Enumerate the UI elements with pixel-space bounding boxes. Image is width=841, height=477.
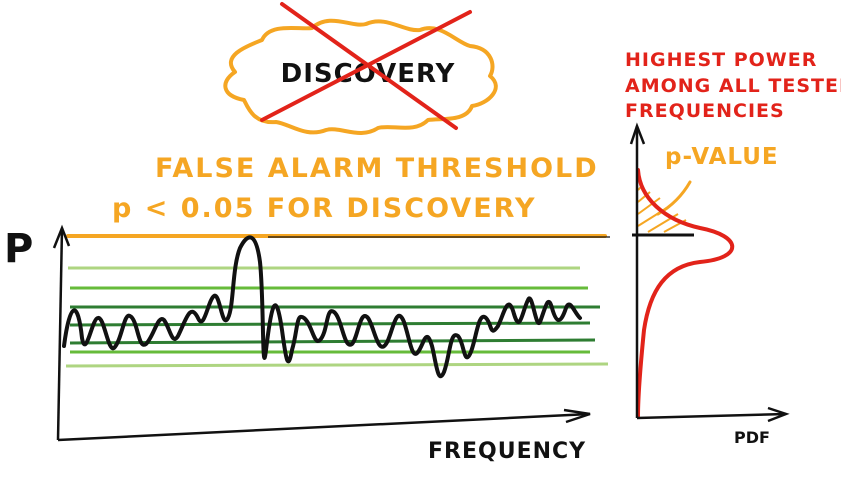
pdf-title-line-3: FREQUENCIES [625,100,785,122]
tail-hatch [637,191,651,203]
noise-band [69,338,596,345]
discovery-badge: DISCOVERY [223,2,498,135]
pdf-title-line-2: AMONG ALL TESTED [625,75,841,97]
pdf-x-axis-label: PDF [734,428,770,447]
x-axis [57,412,591,442]
pdf-x-axis [636,412,787,420]
false-alarm-threshold-title: FALSE ALARM THRESHOLD [155,153,599,184]
pdf-panel: HIGHEST POWER AMONG ALL TESTED FREQUENCI… [625,49,841,447]
cross-stroke-2 [260,10,472,122]
periodogram-axes: P FREQUENCY [4,224,591,464]
pdf-title-line-1: HIGHEST POWER [625,49,817,71]
tail-hatch [637,205,671,227]
p-value-label: p-VALUE [665,144,779,170]
discovery-threshold-condition: p < 0.05 FOR DISCOVERY [112,193,537,224]
y-axis-arrowhead [52,224,71,249]
pdf-curve [636,168,735,418]
p-value-pointer-arrow [656,180,692,216]
pdf-x-axis-arrowhead [767,406,790,423]
x-axis-label: FREQUENCY [428,439,586,464]
y-axis [56,227,64,441]
periodogram-curve [62,235,582,379]
noise-band [65,362,609,368]
badge-starburst [223,18,498,135]
y-axis-label: P [4,226,33,272]
noise-band [69,321,591,327]
x-axis-arrowhead [563,408,591,424]
tail-hatch [637,197,661,215]
pdf-y-axis-arrowhead [629,122,646,145]
